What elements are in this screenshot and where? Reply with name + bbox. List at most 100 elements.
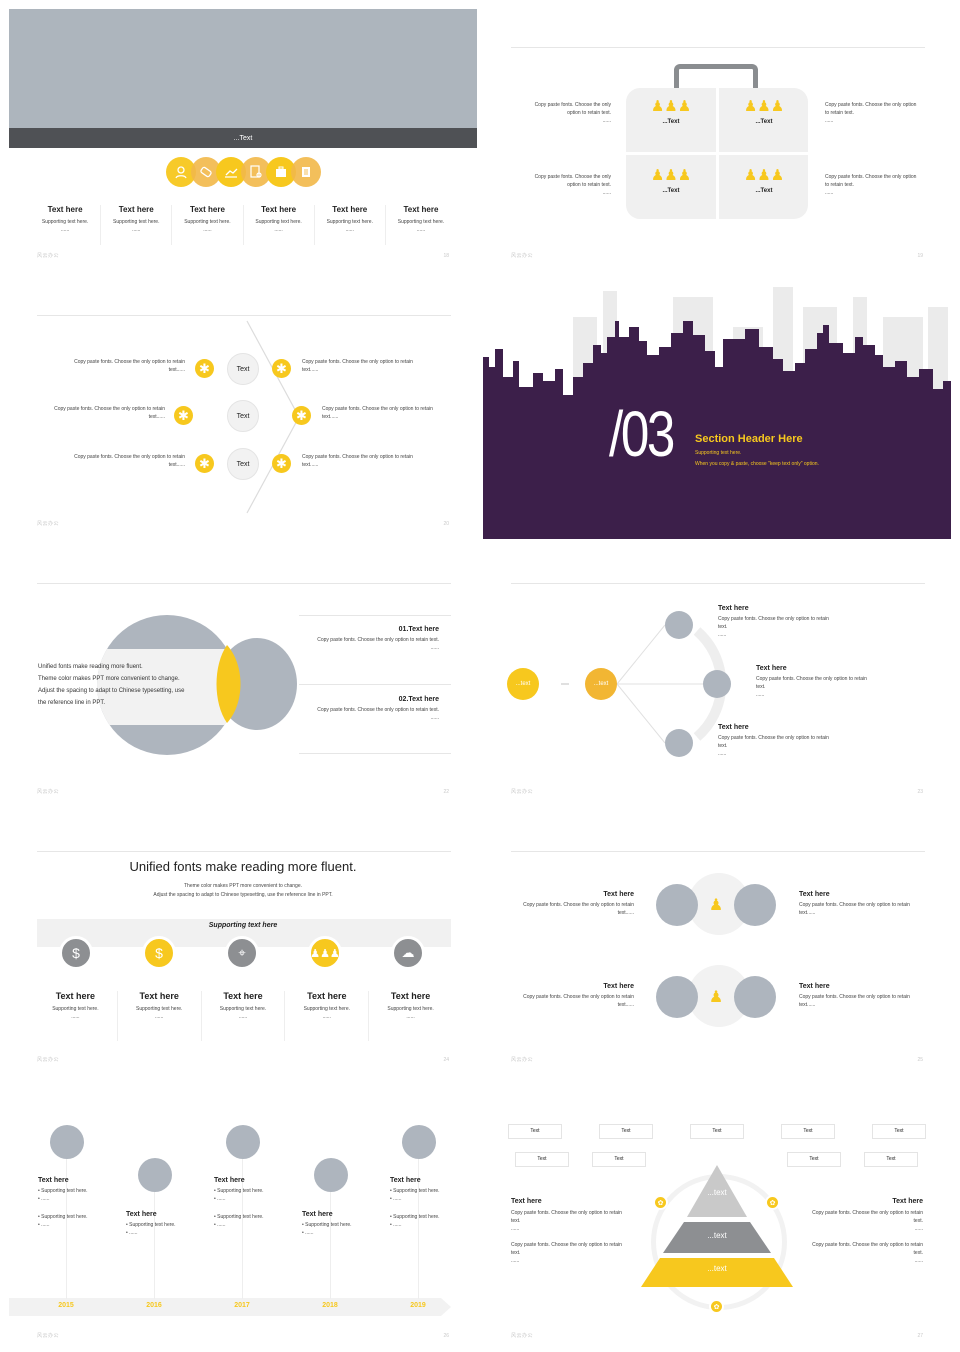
stem (154, 1191, 155, 1299)
timeline-arrow (9, 1298, 451, 1316)
right-text: Copy paste fonts. Choose the only option… (302, 359, 413, 373)
item-text: Copy paste fonts. Choose the only option… (799, 902, 910, 916)
bullet: • Supporting text here. (214, 1188, 264, 1194)
bullet: • Supporting text here. (38, 1188, 88, 1194)
column-dots: ...... (238, 1014, 248, 1020)
bullet-text: ...... (41, 1196, 50, 1202)
globe-dollar-icon: $ (142, 936, 176, 970)
item-title: 02.Text here (398, 696, 439, 703)
timeline-item: Text here • Supporting text here. • ....… (126, 1211, 206, 1237)
top-divider (37, 315, 451, 316)
gray-circle (656, 884, 698, 926)
item-text: Copy paste fonts. Choose the only option… (317, 637, 439, 643)
column-title: Text here (332, 205, 368, 214)
banner-caption: ...Text (233, 134, 253, 142)
puzzle-label: ...Text (662, 119, 680, 125)
slide-26: Text here • Supporting text here. • ....… (9, 1081, 477, 1343)
left-block: Text here Copy paste fonts. Choose the o… (511, 1198, 623, 1265)
page-number: 18 (443, 253, 449, 259)
column-title: Text here (261, 205, 297, 214)
bullet: • Supporting text here. (302, 1222, 352, 1228)
timeline-item: Text here • Supporting text here. • ....… (390, 1177, 470, 1229)
column-title: Text here (390, 991, 431, 1001)
column-item: Text here Supporting text here. ...... (202, 991, 286, 1041)
column-sub: Supporting text here. (387, 1006, 434, 1012)
bullet-text: ...... (217, 1222, 226, 1228)
item-dots: ...... (718, 632, 727, 638)
page-number: 20 (443, 521, 449, 527)
slide-sub2: Adjust the spacing to adapt to Chinese t… (153, 892, 333, 898)
pyramid-label-bottom: ...text (707, 1264, 727, 1273)
column-sub: Supporting text here. (255, 219, 302, 225)
block-dots: ...... (914, 1226, 923, 1232)
block-dots: ...... (914, 1258, 923, 1264)
location-pin-icon: ⌖ (225, 936, 259, 970)
branch-node (703, 670, 731, 698)
slide-title: Unified fonts make reading more fluent. (129, 859, 357, 874)
asterisk-icon: ✱ (292, 406, 311, 425)
list-icon (291, 157, 321, 187)
column-item: Text here Supporting text here. ...... (172, 205, 244, 245)
desc-line: the reference line in PPT. (38, 700, 106, 706)
badge-icon: ✿ (709, 1299, 724, 1314)
column-item: Text here Supporting text here. ...... (315, 205, 386, 245)
gray-circle (734, 884, 776, 926)
bullet-text: Supporting text here. (393, 1214, 440, 1220)
block-text: Copy paste fonts. Choose the only option… (511, 1242, 622, 1256)
item-title: Text here (603, 983, 634, 990)
item-text: Copy paste fonts. Choose the only option… (718, 735, 829, 749)
brand-label: 风云办公 (37, 789, 60, 795)
puzzle-label: ...Text (755, 188, 773, 194)
slide-27: Text Text Text Text Text Text Text Text … (483, 1081, 951, 1343)
item-dots: ...... (430, 715, 439, 721)
column-item: Text here Supporting text here. ...... (244, 205, 315, 245)
item-text: Copy paste fonts. Choose the only option… (523, 902, 634, 916)
stem (418, 1159, 419, 1299)
year-label: 2016 (146, 1302, 162, 1309)
page-number: 24 (443, 1057, 449, 1063)
puzzle-label: ...Text (755, 119, 773, 125)
text-block-tl: Copy paste fonts. Choose the only option… (523, 101, 611, 125)
bubble-text: Text (236, 365, 250, 373)
column-dots: ...... (322, 1014, 331, 1020)
block-text: Copy paste fonts. Choose the only option… (812, 1242, 923, 1256)
item-2: 02.Text here Copy paste fonts. Choose th… (309, 696, 439, 722)
bullet: • Supporting text here. (390, 1188, 440, 1194)
column-sub: Supporting text here. (219, 1006, 267, 1012)
brand-label: 风云办公 (511, 253, 534, 259)
top-divider (511, 851, 925, 852)
bullet-text: Supporting text here. (393, 1188, 440, 1194)
slide-20: ✱ ✱ ✱ ✱ ✱ ✱ Text Text Text Copy paste fo… (9, 277, 477, 539)
item-title: 01.Text here (398, 626, 439, 633)
item-title: Text here (390, 1177, 421, 1184)
venn-circle-left (97, 615, 237, 755)
bullet-text: ...... (41, 1222, 50, 1228)
column-row: Text here Supporting text here. ...... T… (30, 205, 456, 245)
slide-21-section-header: /03 Section Header Here Supporting text … (483, 277, 951, 539)
column-dots: ...... (203, 227, 212, 233)
timeline-circle (138, 1158, 172, 1192)
block-title: Text here (511, 1198, 542, 1205)
asterisk-icon: ✱ (272, 454, 291, 473)
page-number: 27 (917, 1333, 923, 1339)
column-item: Text here Supporting text here. ...... (285, 991, 370, 1041)
puzzle-piece: ♟♟♟ ...Text (719, 99, 809, 126)
timeline-circle (50, 1125, 84, 1159)
item-dots: ...... (718, 751, 727, 757)
column-sub: Supporting text here. (397, 219, 445, 225)
puzzle-divider-h (626, 152, 808, 155)
column-dots: ...... (274, 227, 283, 233)
gray-circle (656, 976, 698, 1018)
bullet-text: Supporting text here. (41, 1188, 88, 1194)
puzzle-piece: ♟♟♟ ...Text (626, 168, 716, 195)
asterisk-icon: ✱ (174, 406, 193, 425)
item-title: Text here (799, 983, 830, 990)
asterisk-icon: ✱ (272, 359, 291, 378)
bullet: • ...... (214, 1196, 226, 1202)
stem (242, 1159, 243, 1299)
block-dots: ...... (602, 118, 611, 124)
block-text: Copy paste fonts. Choose the only option… (825, 174, 917, 188)
column-item: Text here Supporting text here. ...... (101, 205, 173, 245)
page-number: 26 (443, 1333, 449, 1339)
year-label: 2017 (234, 1302, 250, 1309)
